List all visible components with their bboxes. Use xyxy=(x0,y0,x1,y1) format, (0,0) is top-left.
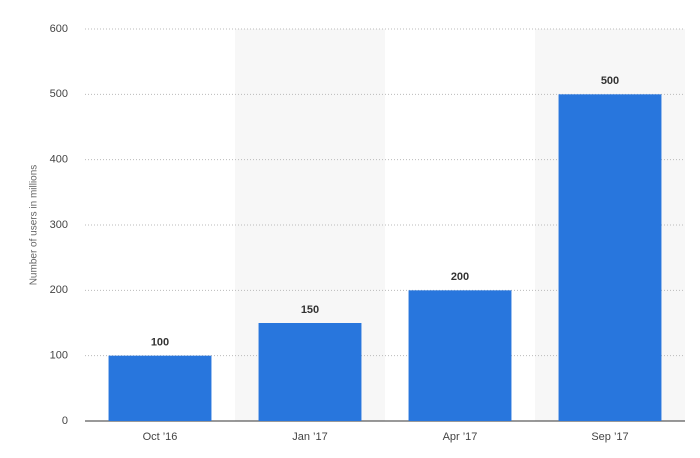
y-tick-label: 100 xyxy=(50,350,68,362)
bar xyxy=(108,355,212,421)
y-tick-label: 500 xyxy=(50,88,68,100)
data-label: 100 xyxy=(151,337,169,349)
y-tick-label: 600 xyxy=(50,23,68,35)
x-tick-label: Jan ’17 xyxy=(292,431,327,443)
y-axis-title: Number of users in millions xyxy=(29,165,40,286)
y-tick-label: 400 xyxy=(50,154,68,166)
data-label: 200 xyxy=(451,271,469,283)
data-label: 500 xyxy=(601,75,619,87)
data-label: 150 xyxy=(301,304,319,316)
bar xyxy=(408,290,512,421)
bar xyxy=(558,94,662,421)
y-tick-label: 200 xyxy=(50,284,68,296)
x-tick-label: Oct ’16 xyxy=(143,431,178,443)
x-tick-label: Apr ’17 xyxy=(443,431,478,443)
y-tick-label: 300 xyxy=(50,219,68,231)
x-tick-label: Sep ’17 xyxy=(591,431,628,443)
y-tick-label: 0 xyxy=(62,415,68,427)
bar xyxy=(258,323,362,421)
